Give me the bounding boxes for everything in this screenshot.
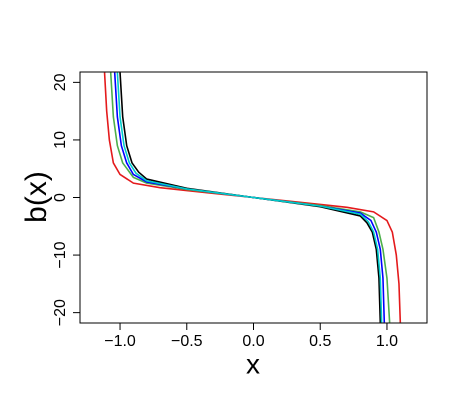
y-tick-label: −10 <box>52 241 69 268</box>
x-tick-label: −1.0 <box>104 333 136 350</box>
x-tick-label: 0.0 <box>242 333 264 350</box>
y-tick-label: 20 <box>52 73 69 91</box>
x-tick-label: −0.5 <box>171 333 203 350</box>
x-tick-label: 1.0 <box>376 333 398 350</box>
x-tick-label: 0.5 <box>309 333 331 350</box>
y-tick-label: −20 <box>52 299 69 326</box>
y-tick-label: 0 <box>52 193 69 202</box>
x-axis-label: x <box>246 348 260 379</box>
y-axis-label: b(x) <box>20 171 53 223</box>
plot-lines <box>103 72 402 323</box>
y-tick-label: 10 <box>52 131 69 149</box>
series-line <box>116 72 383 323</box>
